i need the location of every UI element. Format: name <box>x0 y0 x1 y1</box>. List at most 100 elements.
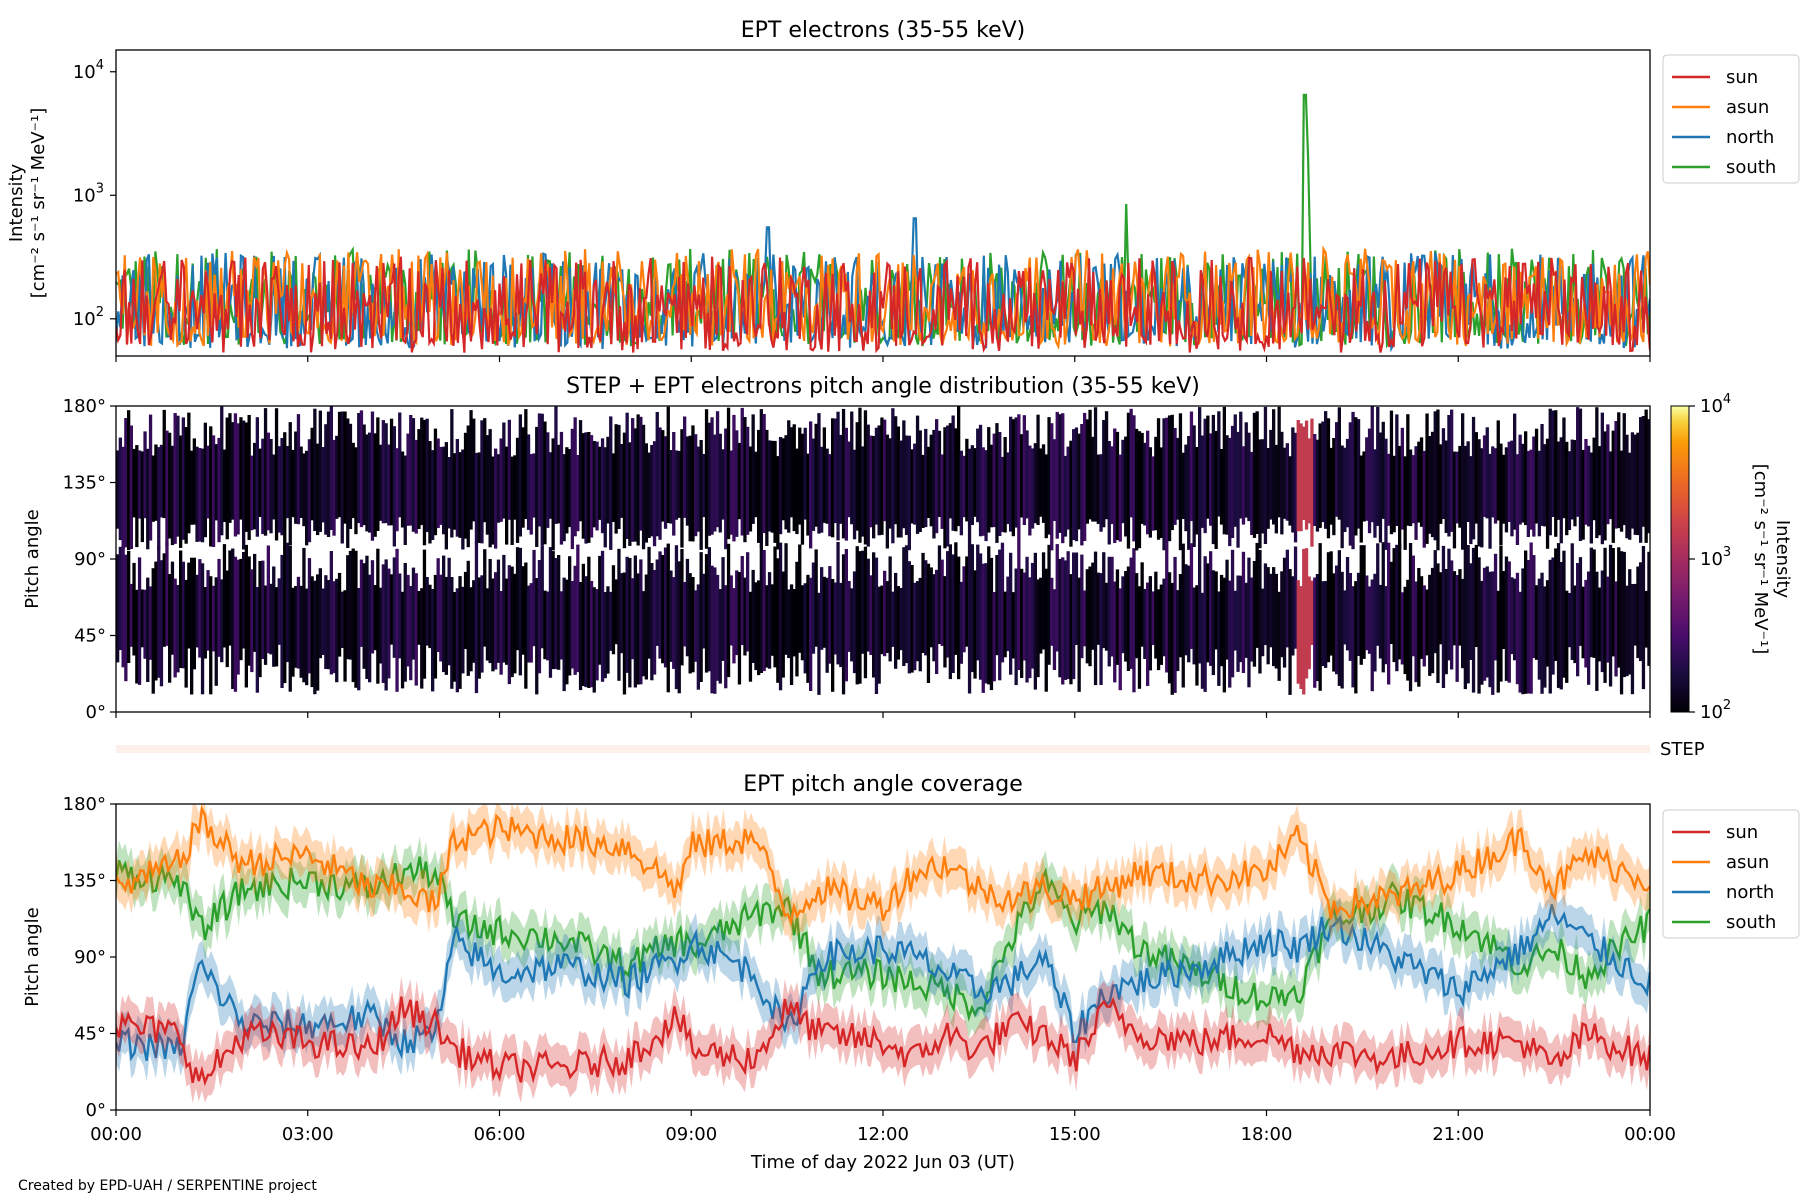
pad-cell <box>1529 449 1533 530</box>
pad-cell <box>1244 582 1248 658</box>
pad-cell <box>817 413 821 534</box>
pad-cell <box>1507 441 1511 522</box>
legend-label-south: south <box>1726 912 1776 933</box>
pad-cell <box>1302 548 1306 695</box>
pad-cell <box>157 447 161 551</box>
pad-cell <box>1332 573 1336 672</box>
pad-cell <box>526 434 531 530</box>
pad-cell <box>894 572 898 669</box>
pad-cell <box>348 423 353 529</box>
pad-cell <box>1395 414 1399 526</box>
pad-cell <box>732 588 736 664</box>
pad-cell <box>1296 580 1300 684</box>
pad-cell <box>973 570 977 679</box>
pad-cell <box>365 434 369 532</box>
pad-cell <box>132 562 136 656</box>
pad-cell <box>1537 578 1541 680</box>
colorbar-label-line1: Intensity <box>1772 520 1793 599</box>
pad-cell <box>1085 419 1089 524</box>
pad-cell <box>814 423 818 527</box>
pad-cell <box>1269 573 1273 648</box>
pad-cell <box>1630 432 1635 529</box>
pad-cell <box>1247 432 1251 522</box>
pad-cell <box>491 456 495 545</box>
pad-cell <box>839 434 843 524</box>
pad-cell <box>1463 543 1467 690</box>
pad-cell <box>1521 568 1525 695</box>
pad-cell <box>883 570 887 657</box>
pad-cell <box>636 573 640 685</box>
pad-cell <box>302 547 306 683</box>
pad-cell <box>1540 424 1544 526</box>
pad-cell <box>959 581 963 664</box>
pad-cell <box>1384 586 1388 665</box>
pad-cell <box>1430 431 1435 538</box>
pad-cell <box>274 587 279 667</box>
pad-cell <box>1258 550 1262 674</box>
pad-cell <box>217 437 221 543</box>
legend-label-asun: asun <box>1726 852 1769 873</box>
pad-cell <box>1307 576 1311 670</box>
pad-cell <box>422 549 427 679</box>
pad-cell <box>1132 548 1136 693</box>
pad-cell <box>954 542 958 655</box>
pad-cell <box>718 433 722 533</box>
x-tick-label: 15:00 <box>1049 1124 1101 1145</box>
pad-panel-title: STEP + EPT electrons pitch angle distrib… <box>566 374 1200 399</box>
pad-cell <box>233 413 238 537</box>
pad-cell <box>1370 406 1374 523</box>
pad-cell <box>151 568 155 694</box>
pad-cell <box>1250 451 1254 535</box>
pad-cell <box>1359 455 1363 543</box>
intensity-line-sun <box>116 256 1650 354</box>
pad-cell <box>442 555 446 673</box>
pad-cell <box>888 438 892 529</box>
pad-cell <box>1441 428 1446 519</box>
pad-cell <box>1069 440 1073 547</box>
pad-cell <box>724 428 728 550</box>
coverage-panel: EPT pitch angle coverage 0° 45° 90° 135° 180… <box>22 772 1800 1121</box>
pad-cell <box>1198 548 1202 664</box>
pad-cell <box>896 426 900 538</box>
pad-cell <box>299 585 303 678</box>
pad-cell <box>425 418 429 533</box>
pad-cell <box>666 543 670 693</box>
x-tick-label: 21:00 <box>1432 1124 1484 1145</box>
pad-cell <box>140 451 144 543</box>
pad-cell <box>1524 550 1528 694</box>
pad-cell <box>1039 448 1043 517</box>
pad-cell <box>1165 417 1169 548</box>
pad-cell <box>1554 410 1558 537</box>
pad-cell <box>1406 579 1410 681</box>
pad-cell <box>1644 590 1648 648</box>
pad-cell <box>513 573 517 674</box>
pad-cell <box>1225 435 1229 535</box>
pad-cell <box>1099 454 1103 532</box>
pad-cell <box>1545 438 1550 549</box>
pad-cell <box>329 406 333 530</box>
pad-cell <box>666 406 670 523</box>
pad-cell <box>970 544 974 673</box>
pad-cell <box>669 450 673 524</box>
pad-cell <box>1214 571 1218 650</box>
pad-cell <box>880 417 884 535</box>
pad-cell <box>173 578 177 678</box>
pad-cell <box>1408 543 1413 692</box>
pad-cell <box>1351 411 1355 550</box>
pitch-y-tick-label: 45° <box>74 626 106 647</box>
pad-cell <box>532 453 536 518</box>
pad-cell <box>1148 576 1152 671</box>
x-axis-ticks: 00:00 03:00 06:00 09:00 12:00 15:00 18:00 21:00… <box>90 356 1676 1145</box>
pad-cell <box>316 574 320 691</box>
pad-cell <box>1400 592 1404 665</box>
pad-cell <box>1255 542 1259 648</box>
pad-cell <box>1017 414 1021 545</box>
pad-cell <box>1581 449 1585 540</box>
pad-cell <box>535 426 539 547</box>
pad-cell <box>165 430 169 546</box>
pad-cell <box>1184 564 1188 656</box>
pad-cell <box>1096 572 1100 645</box>
pad-cell <box>1236 575 1240 672</box>
pad-cell <box>505 578 509 665</box>
pad-cell <box>1110 556 1114 657</box>
